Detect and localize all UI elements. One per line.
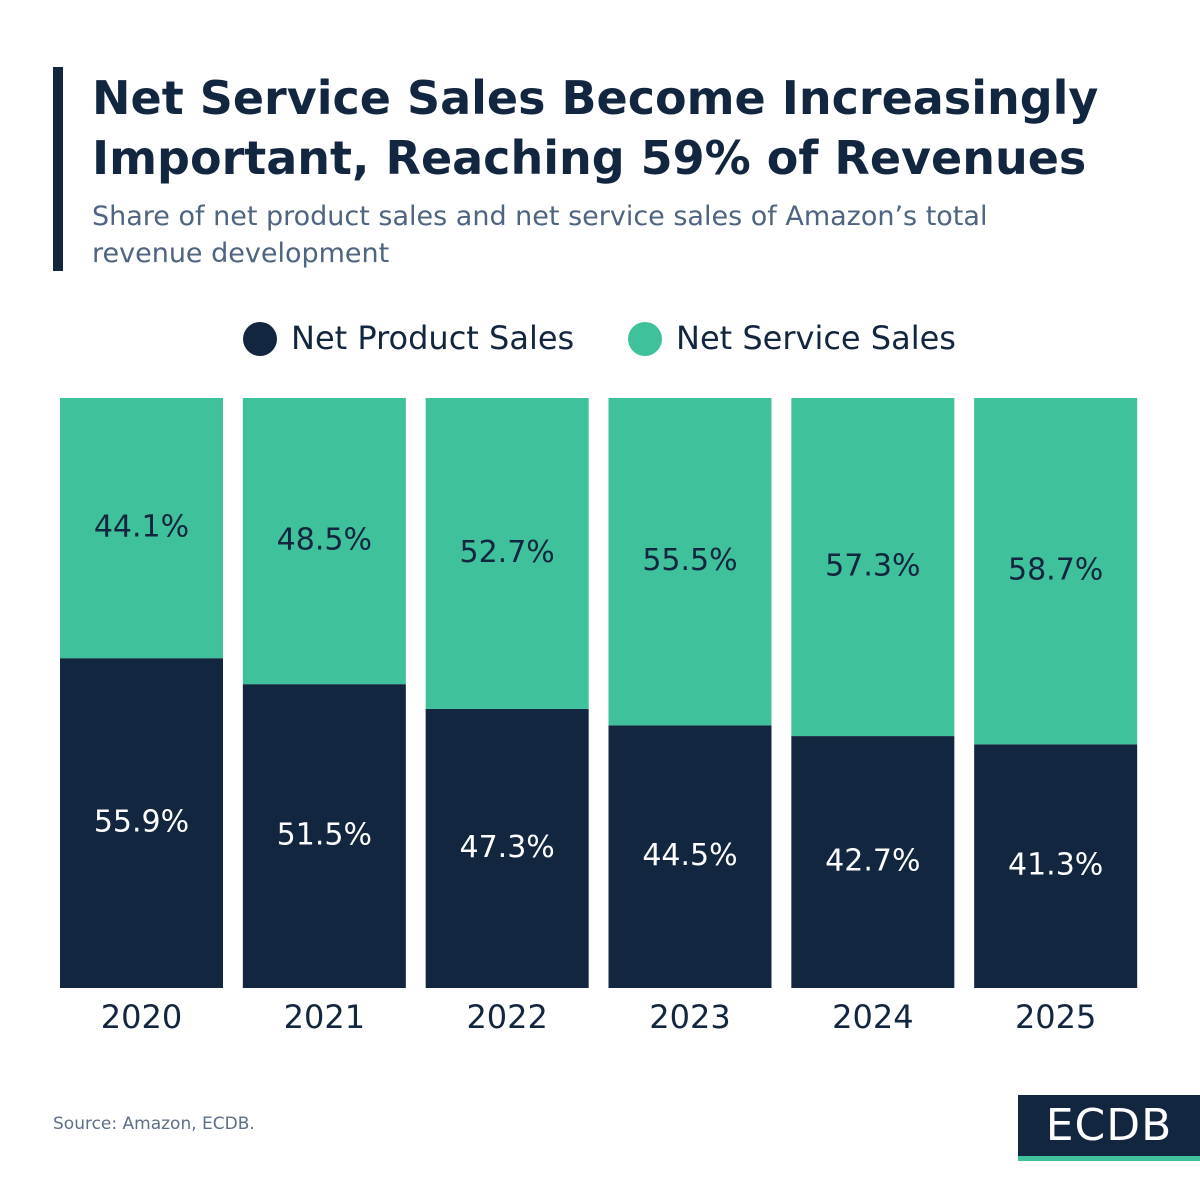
- value-label: 44.1%: [94, 510, 189, 545]
- value-label: 44.5%: [642, 838, 737, 873]
- bar-segment: [425, 398, 589, 709]
- bar-segment: [608, 725, 772, 988]
- bar-segment: [791, 398, 955, 737]
- value-label: 52.7%: [460, 535, 555, 570]
- legend-label: Net Product Sales: [291, 319, 574, 357]
- value-label: 57.3%: [825, 549, 920, 584]
- value-label: 42.7%: [825, 844, 920, 879]
- legend-swatch: [243, 322, 277, 356]
- title-accent: [53, 67, 63, 271]
- value-label: 55.5%: [642, 543, 737, 578]
- source-note: Source: Amazon, ECDB.: [53, 1114, 255, 1134]
- x-tick-label: 2021: [284, 998, 365, 1036]
- x-tick-label: 2022: [466, 998, 547, 1036]
- bar-segment: [242, 398, 406, 685]
- value-label: 51.5%: [277, 818, 372, 853]
- bar-segment: [791, 736, 955, 988]
- bar-segment: [974, 398, 1138, 745]
- bar-segment: [425, 708, 589, 988]
- value-label: 47.3%: [460, 830, 555, 865]
- x-tick-label: 2020: [101, 998, 182, 1036]
- legend-label: Net Service Sales: [676, 319, 956, 357]
- value-label: 55.9%: [94, 805, 189, 840]
- chart-title: Net Service Sales Become Increasingly Im…: [92, 71, 1099, 185]
- bar-segment: [60, 658, 223, 988]
- bar-segment: [608, 398, 772, 726]
- bar-segment: [974, 744, 1138, 988]
- x-tick-label: 2025: [1015, 998, 1096, 1036]
- bar-segment: [242, 684, 406, 988]
- value-label: 48.5%: [277, 523, 372, 558]
- value-label: 58.7%: [1008, 553, 1103, 588]
- x-tick-label: 2024: [832, 998, 913, 1036]
- brand-logo: ECDB: [1018, 1095, 1200, 1161]
- chart-subtitle: Share of net product sales and net servi…: [92, 201, 988, 269]
- value-label: 41.3%: [1008, 848, 1103, 883]
- bar-segment: [60, 398, 223, 659]
- legend-swatch: [628, 322, 662, 356]
- x-tick-label: 2023: [649, 998, 730, 1036]
